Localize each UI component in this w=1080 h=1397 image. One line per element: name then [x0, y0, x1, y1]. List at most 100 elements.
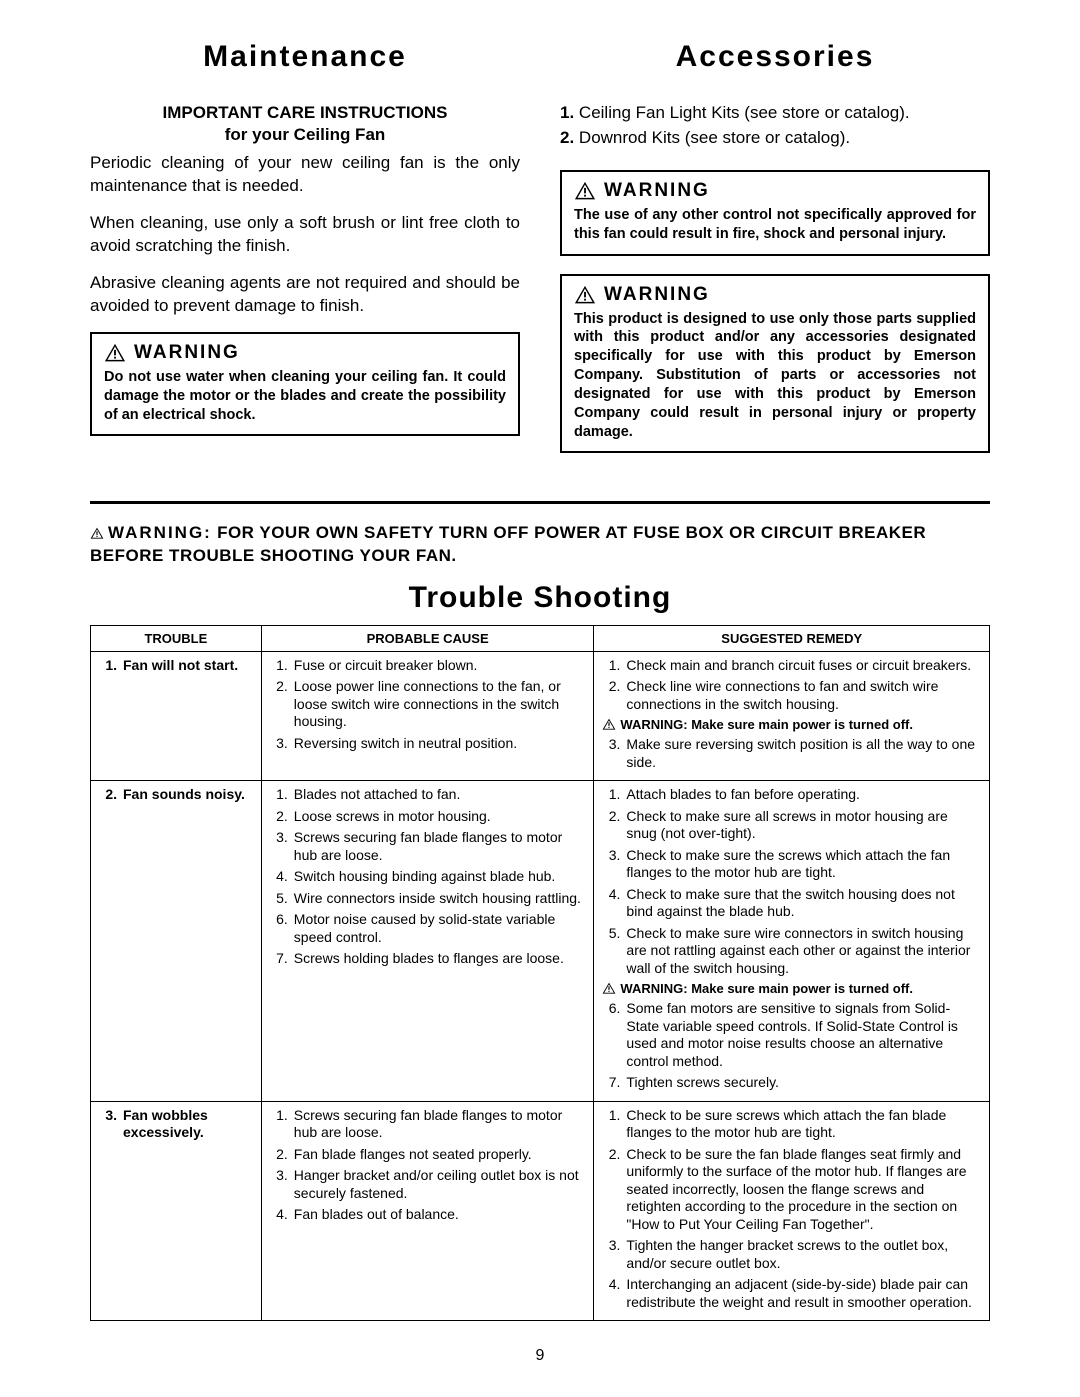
item-text: Screws holding blades to flanges are loo…: [294, 950, 586, 968]
item-number: 1.: [270, 1107, 288, 1142]
ts-warn-lead: WARNING:: [108, 523, 212, 542]
item-number: 1.: [270, 657, 288, 675]
item-number: 7.: [602, 1074, 620, 1092]
table-row: 3.Fan wobbles excessively.1.Screws secur…: [91, 1101, 990, 1321]
item-text: Interchanging an adjacent (side-by-side)…: [626, 1276, 981, 1311]
list-item: 2.Loose screws in motor housing.: [270, 808, 586, 826]
list-item: 3.Make sure reversing switch position is…: [602, 736, 981, 771]
maintenance-subhead: IMPORTANT CARE INSTRUCTIONS for your Cei…: [90, 102, 520, 146]
warning-triangle-icon: [90, 523, 104, 535]
warning-title: WARNING: [104, 342, 506, 364]
remedy-cell: 1.Attach blades to fan before operating.…: [594, 781, 990, 1102]
list-item: 2.Loose power line connections to the fa…: [270, 678, 586, 731]
trouble-cell: 3.Fan wobbles excessively.: [91, 1101, 262, 1321]
list-item: 1.Screws securing fan blade flanges to m…: [270, 1107, 586, 1142]
inline-warning: WARNING: Make sure main power is turned …: [602, 717, 981, 732]
item-text: Hanger bracket and/or ceiling outlet box…: [294, 1167, 586, 1202]
item-text: Switch housing binding against blade hub…: [294, 868, 586, 886]
item-number: 6.: [270, 911, 288, 946]
accessories-column: Accessories 1. Ceiling Fan Light Kits (s…: [560, 40, 990, 471]
item-number: 4.: [270, 868, 288, 886]
troubleshoot-table: TROUBLE PROBABLE CAUSE SUGGESTED REMEDY …: [90, 625, 990, 1322]
item-number: 5.: [270, 890, 288, 908]
item-text: Check to make sure the screws which atta…: [626, 847, 981, 882]
item-text: Tighten screws securely.: [626, 1074, 981, 1092]
item2-text: Downrod Kits (see store or catalog).: [579, 128, 850, 147]
item-text: Check main and branch circuit fuses or c…: [626, 657, 981, 675]
item2-num: 2.: [560, 128, 574, 147]
list-item: 7. Screws holding blades to flanges are l…: [270, 950, 586, 968]
troubleshoot-title: Trouble Shooting: [90, 581, 990, 615]
page-number: 9: [90, 1347, 990, 1365]
maintenance-title: Maintenance: [90, 40, 520, 74]
item-text: Loose power line connections to the fan,…: [294, 678, 586, 731]
list-item: 3.Tighten the hanger bracket screws to t…: [602, 1237, 981, 1272]
item-number: 2.: [602, 808, 620, 843]
warning-triangle-icon: [574, 181, 596, 200]
item-number: 2.: [270, 1146, 288, 1164]
subhead-line2: for your Ceiling Fan: [225, 125, 386, 144]
th-trouble: TROUBLE: [91, 625, 262, 651]
warning-triangle-icon: [602, 718, 616, 730]
item-number: 7.: [270, 950, 288, 968]
item-text: Screws securing fan blade flanges to mot…: [294, 1107, 586, 1142]
item-text: Check to be sure the fan blade flanges s…: [626, 1146, 981, 1234]
list-item: 4.Check to make sure that the switch hou…: [602, 886, 981, 921]
maintenance-warning-body: Do not use water when cleaning your ceil…: [104, 368, 506, 425]
item1-text: Ceiling Fan Light Kits (see store or cat…: [579, 103, 910, 122]
cause-cell: 1.Screws securing fan blade flanges to m…: [261, 1101, 594, 1321]
item-number: 2.: [602, 678, 620, 713]
item-number: 3.: [602, 1237, 620, 1272]
list-item: 7. Tighten screws securely.: [602, 1074, 981, 1092]
list-item: 5.Wire connectors inside switch housing …: [270, 890, 586, 908]
item1-num: 1.: [560, 103, 574, 122]
warning-title: WARNING: [574, 180, 976, 202]
item-number: 3.: [270, 1167, 288, 1202]
list-item: 4.Interchanging an adjacent (side-by-sid…: [602, 1276, 981, 1311]
warning-triangle-icon: [104, 343, 126, 362]
list-item: 3.Hanger bracket and/or ceiling outlet b…: [270, 1167, 586, 1202]
cause-cell: 1.Fuse or circuit breaker blown. 2.Loose …: [261, 651, 594, 781]
list-item: 1.Fuse or circuit breaker blown.: [270, 657, 586, 675]
maintenance-warning-box: WARNING Do not use water when cleaning y…: [90, 332, 520, 437]
list-item: 3.Check to make sure the screws which at…: [602, 847, 981, 882]
divider: [90, 501, 990, 504]
accessories-warning2-body: This product is designed to use only tho…: [574, 310, 976, 442]
item-text: Blades not attached to fan.: [294, 786, 586, 804]
list-item: 2.Fan blade flanges not seated properly.: [270, 1146, 586, 1164]
maintenance-p3: Abrasive cleaning agents are not require…: [90, 272, 520, 318]
item-number: 1.: [602, 657, 620, 675]
th-cause: PROBABLE CAUSE: [261, 625, 594, 651]
remedy-cell: 1. Check main and branch circuit fuses or…: [594, 651, 990, 781]
item-text: Check to make sure wire connectors in sw…: [626, 925, 981, 978]
item-text: Attach blades to fan before operating.: [626, 786, 981, 804]
accessory-item-2: 2. Downrod Kits (see store or catalog).: [560, 127, 990, 150]
subhead-line1: IMPORTANT CARE INSTRUCTIONS: [163, 103, 448, 122]
troubleshoot-warning-line: WARNING: FOR YOUR OWN SAFETY TURN OFF PO…: [90, 522, 990, 566]
th-remedy: SUGGESTED REMEDY: [594, 625, 990, 651]
warning-title: WARNING: [574, 284, 976, 306]
remedy-cell: 1.Check to be sure screws which attach t…: [594, 1101, 990, 1321]
accessories-warning-box-2: WARNING This product is designed to use …: [560, 274, 990, 454]
item-number: 4.: [270, 1206, 288, 1224]
list-item: 1.Attach blades to fan before operating.: [602, 786, 981, 804]
item-number: 2.: [270, 678, 288, 731]
list-item: 4. Switch housing binding against blade h…: [270, 868, 586, 886]
warning-label: WARNING: [604, 180, 710, 202]
trouble-cell: 1.Fan will not start.: [91, 651, 262, 781]
item-number: 4.: [602, 886, 620, 921]
list-item: 6.Motor noise caused by solid-state vari…: [270, 911, 586, 946]
list-item: 1. Check main and branch circuit fuses or…: [602, 657, 981, 675]
item-number: 1.: [270, 786, 288, 804]
list-item: 5.Check to make sure wire connectors in …: [602, 925, 981, 978]
item-text: Check line wire connections to fan and s…: [626, 678, 981, 713]
item-text: Check to be sure screws which attach the…: [626, 1107, 981, 1142]
maintenance-p2: When cleaning, use only a soft brush or …: [90, 212, 520, 258]
maintenance-column: Maintenance IMPORTANT CARE INSTRUCTIONS …: [90, 40, 520, 471]
accessories-warning-box-1: WARNING The use of any other control not…: [560, 170, 990, 256]
list-item: 2.Check line wire connections to fan and…: [602, 678, 981, 713]
item-text: Fan blades out of balance.: [294, 1206, 586, 1224]
list-item: 2.Check to make sure all screws in motor…: [602, 808, 981, 843]
item-number: 2.: [602, 1146, 620, 1234]
item-text: Motor noise caused by solid-state variab…: [294, 911, 586, 946]
